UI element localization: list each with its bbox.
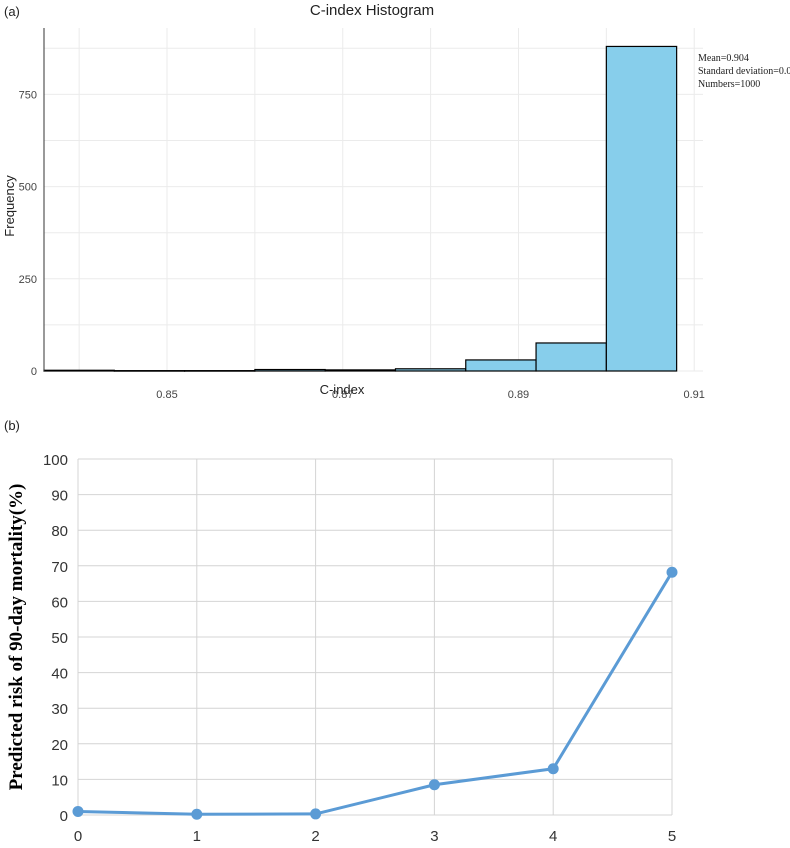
y-tick-label: 20 <box>51 737 68 754</box>
histogram-bar <box>535 342 607 372</box>
chart-b-series <box>72 566 678 820</box>
y-tick-label: 750 <box>19 89 37 101</box>
panel-a-label: (a) <box>4 4 20 19</box>
chart-a-title: C-index Histogram <box>310 2 434 19</box>
y-tick-label: 0 <box>60 808 68 825</box>
line-chart: (b) 0 10 20 30 40 50 60 70 80 90 100 0 1 2 3 4 5 Predict… <box>4 418 678 845</box>
x-tick-label: 5 <box>668 828 676 845</box>
data-point <box>666 566 678 578</box>
x-tick-label: 0.89 <box>508 389 529 400</box>
y-tick-label: 80 <box>51 523 68 540</box>
chart-a-grid <box>44 28 703 372</box>
data-point <box>310 808 322 820</box>
chart-a-xlabel: C-index <box>320 382 365 397</box>
panel-b-label: (b) <box>4 418 20 433</box>
y-tick-label: 30 <box>51 701 68 718</box>
chart-b-grid <box>77 458 673 816</box>
x-tick-label: 0.91 <box>684 389 705 400</box>
x-tick-label: 0 <box>74 828 82 845</box>
chart-a-ylabel: Frequency <box>2 175 17 237</box>
histogram-bar <box>183 370 256 372</box>
histogram-bar <box>465 359 537 372</box>
histogram-bar <box>605 45 678 372</box>
data-point <box>72 805 84 817</box>
histogram-bar <box>254 368 326 372</box>
stats-sd: Standard deviation=0.05 <box>698 66 790 77</box>
data-point <box>547 763 559 775</box>
y-tick-label: 100 <box>43 452 68 469</box>
histogram-bar <box>113 370 186 372</box>
chart-b-ticks: 0 10 20 30 40 50 60 70 80 90 100 0 1 2 3 4 5 <box>43 452 676 845</box>
histogram-bar <box>324 369 397 372</box>
x-tick-label: 0.87 <box>332 389 353 400</box>
series-line <box>77 571 674 816</box>
data-point <box>428 779 440 791</box>
stats-annotation: Mean=0.904 Standard deviation=0.05 Numbe… <box>698 53 790 90</box>
x-tick-label: 4 <box>549 828 557 845</box>
chart-a-bars <box>43 45 678 372</box>
x-tick-label: 1 <box>193 828 201 845</box>
y-tick-label: 250 <box>19 274 37 286</box>
stats-mean: Mean=0.904 <box>698 53 749 64</box>
x-tick-label: 0.85 <box>156 389 177 400</box>
y-tick-label: 40 <box>51 666 68 683</box>
x-tick-label: 2 <box>311 828 319 845</box>
histogram-bar <box>43 369 115 372</box>
histogram-chart: (a) C-index Histogram 0.85 0.87 0.89 0.91 0 2… <box>2 2 790 400</box>
chart-b-ylabel: Predicted risk of 90-day mortality(%) <box>6 484 27 791</box>
data-point <box>191 808 203 820</box>
y-tick-label: 60 <box>51 594 68 611</box>
y-tick-label: 0 <box>31 366 37 378</box>
y-tick-label: 500 <box>19 182 37 194</box>
y-tick-label: 10 <box>51 772 68 789</box>
histogram-bar <box>394 368 467 372</box>
y-tick-label: 50 <box>51 630 68 647</box>
y-tick-label: 70 <box>51 559 68 576</box>
stats-n: Numbers=1000 <box>698 79 760 90</box>
x-tick-label: 3 <box>430 828 438 845</box>
chart-a-ticks: 0.85 0.87 0.89 0.91 0 250 500 750 <box>19 89 705 400</box>
y-tick-label: 90 <box>51 488 68 505</box>
